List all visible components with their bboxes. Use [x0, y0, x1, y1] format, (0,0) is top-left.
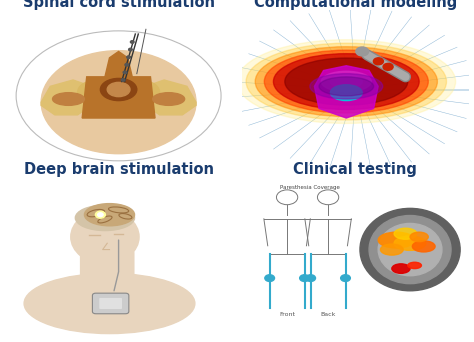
Ellipse shape — [255, 47, 438, 116]
Ellipse shape — [408, 262, 421, 268]
Title: Deep brain stimulation: Deep brain stimulation — [24, 162, 214, 177]
Circle shape — [121, 79, 125, 81]
FancyBboxPatch shape — [80, 248, 135, 292]
Circle shape — [341, 275, 350, 281]
Ellipse shape — [264, 50, 428, 113]
Polygon shape — [105, 51, 132, 77]
Title: Spinal cord stimulation: Spinal cord stimulation — [23, 0, 215, 10]
Text: Paresthesia Coverage: Paresthesia Coverage — [280, 185, 340, 190]
Ellipse shape — [75, 205, 135, 231]
Ellipse shape — [84, 242, 126, 258]
Ellipse shape — [394, 228, 417, 239]
Ellipse shape — [378, 223, 442, 276]
Circle shape — [306, 275, 316, 281]
Text: Back: Back — [320, 312, 336, 317]
Ellipse shape — [78, 82, 105, 104]
Circle shape — [383, 63, 393, 70]
Polygon shape — [82, 77, 155, 118]
Ellipse shape — [392, 264, 410, 273]
Ellipse shape — [310, 74, 383, 99]
Circle shape — [123, 71, 127, 74]
Circle shape — [356, 47, 369, 56]
Ellipse shape — [285, 58, 408, 105]
Ellipse shape — [24, 273, 195, 333]
Ellipse shape — [84, 203, 135, 226]
Circle shape — [130, 41, 134, 43]
Text: Front: Front — [279, 312, 295, 317]
Ellipse shape — [378, 232, 415, 248]
Ellipse shape — [237, 40, 456, 123]
Title: Computational modeling: Computational modeling — [254, 0, 457, 10]
Ellipse shape — [246, 43, 447, 120]
FancyBboxPatch shape — [92, 293, 129, 314]
Ellipse shape — [381, 244, 403, 255]
Circle shape — [127, 56, 130, 58]
Circle shape — [95, 211, 105, 218]
Ellipse shape — [412, 241, 435, 252]
Ellipse shape — [273, 54, 419, 109]
Ellipse shape — [100, 78, 137, 101]
Polygon shape — [146, 80, 196, 115]
Ellipse shape — [319, 77, 374, 96]
Ellipse shape — [410, 232, 428, 242]
Ellipse shape — [71, 210, 139, 264]
Circle shape — [98, 213, 103, 216]
Ellipse shape — [330, 85, 362, 101]
Ellipse shape — [369, 215, 451, 284]
Ellipse shape — [107, 82, 130, 97]
Circle shape — [374, 58, 383, 65]
Ellipse shape — [41, 51, 196, 154]
Ellipse shape — [360, 208, 460, 291]
Ellipse shape — [330, 75, 362, 88]
Ellipse shape — [321, 71, 371, 92]
Ellipse shape — [153, 93, 185, 105]
Circle shape — [128, 48, 132, 51]
Ellipse shape — [132, 82, 160, 104]
Circle shape — [300, 275, 310, 281]
Circle shape — [125, 64, 128, 66]
Circle shape — [265, 275, 274, 281]
FancyBboxPatch shape — [99, 298, 122, 309]
Ellipse shape — [53, 93, 84, 105]
Title: Clinical testing: Clinical testing — [293, 162, 417, 177]
Polygon shape — [41, 80, 91, 115]
Polygon shape — [314, 66, 378, 118]
Ellipse shape — [394, 236, 426, 250]
